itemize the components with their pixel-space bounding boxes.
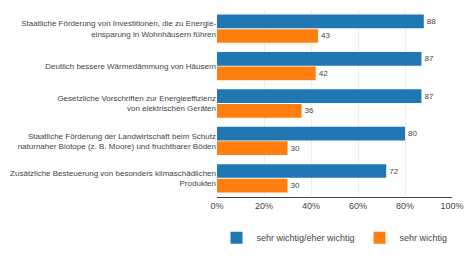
svg-text:88: 88: [427, 17, 436, 26]
svg-text:40%: 40%: [302, 201, 320, 211]
svg-text:sehr wichtig/eher wichtig: sehr wichtig/eher wichtig: [257, 233, 355, 243]
svg-text:0%: 0%: [210, 201, 223, 211]
svg-text:80%: 80%: [396, 201, 414, 211]
svg-text:87: 87: [424, 54, 433, 63]
svg-text:sehr wichtig: sehr wichtig: [400, 233, 448, 243]
svg-text:43: 43: [321, 31, 330, 40]
svg-text:87: 87: [424, 92, 433, 101]
svg-text:20%: 20%: [255, 201, 273, 211]
svg-text:30: 30: [291, 144, 300, 153]
svg-text:42: 42: [319, 69, 328, 78]
svg-text:Deutlich bessere Wärmedämmung: Deutlich bessere Wärmedämmung von Häuser…: [45, 62, 216, 71]
svg-text:100%: 100%: [440, 201, 463, 211]
svg-text:36: 36: [305, 106, 314, 115]
svg-text:72: 72: [389, 167, 398, 176]
svg-text:30: 30: [291, 181, 300, 190]
svg-text:Staatliche Förderung der Landw: Staatliche Förderung der Landwirtschaft …: [18, 132, 216, 151]
svg-text:Staatliche Förderung von Inves: Staatliche Förderung von Investitionen, …: [21, 19, 216, 38]
svg-text:Zusätzliche Besteuerung von be: Zusätzliche Besteuerung von besonders kl…: [10, 169, 216, 188]
svg-text:60%: 60%: [349, 201, 367, 211]
svg-text:80: 80: [408, 129, 417, 138]
svg-text:Gesetzliche Vorschriften zur E: Gesetzliche Vorschriften zur Energieeffi…: [57, 94, 216, 113]
